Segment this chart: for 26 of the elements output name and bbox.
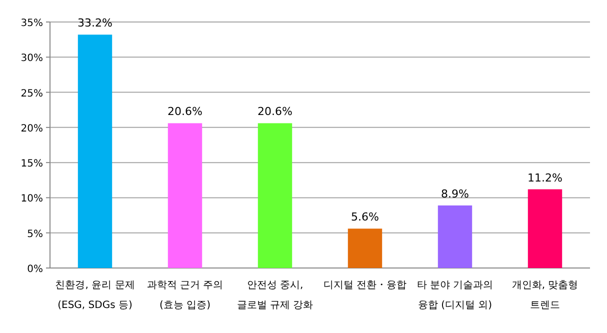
x-tick-label: 디지털 전환・융합 xyxy=(323,280,407,291)
y-tick-label: 10% xyxy=(20,194,43,205)
bar xyxy=(528,189,562,268)
bar xyxy=(168,123,202,268)
bar xyxy=(438,205,472,268)
y-tick-label: 5% xyxy=(27,228,43,240)
data-label: 8.9% xyxy=(441,187,469,200)
y-tick-label: 0% xyxy=(27,264,43,275)
x-tick-label: 개인화, 맞춤형 트렌드 xyxy=(512,280,578,311)
y-tick-label: 25% xyxy=(20,88,43,100)
bar xyxy=(258,123,292,268)
bar xyxy=(78,34,112,268)
data-label: 11.2% xyxy=(528,171,562,184)
data-label: 33.2% xyxy=(78,16,112,30)
data-label: 20.6% xyxy=(168,105,202,118)
data-label: 20.6% xyxy=(258,105,292,118)
y-tick-label: 35% xyxy=(20,18,43,29)
data-label: 5.6% xyxy=(351,210,379,224)
x-tick-label: 친환경, 윤리 문제 (ESG, SDGs 등) xyxy=(55,280,135,311)
x-tick-label: 과학적 근거 주의 (효능 입증) xyxy=(146,280,224,311)
x-tick-label: 안전성 중시, 글로벌 규제 강화 xyxy=(236,280,314,311)
x-tick-label: 타 분야 기술과의 융합 (디지털 외) xyxy=(416,280,494,311)
y-tick-label: 15% xyxy=(20,158,43,170)
y-tick-label: 20% xyxy=(20,123,43,134)
y-tick-label: 30% xyxy=(20,53,43,64)
bar xyxy=(348,228,382,268)
